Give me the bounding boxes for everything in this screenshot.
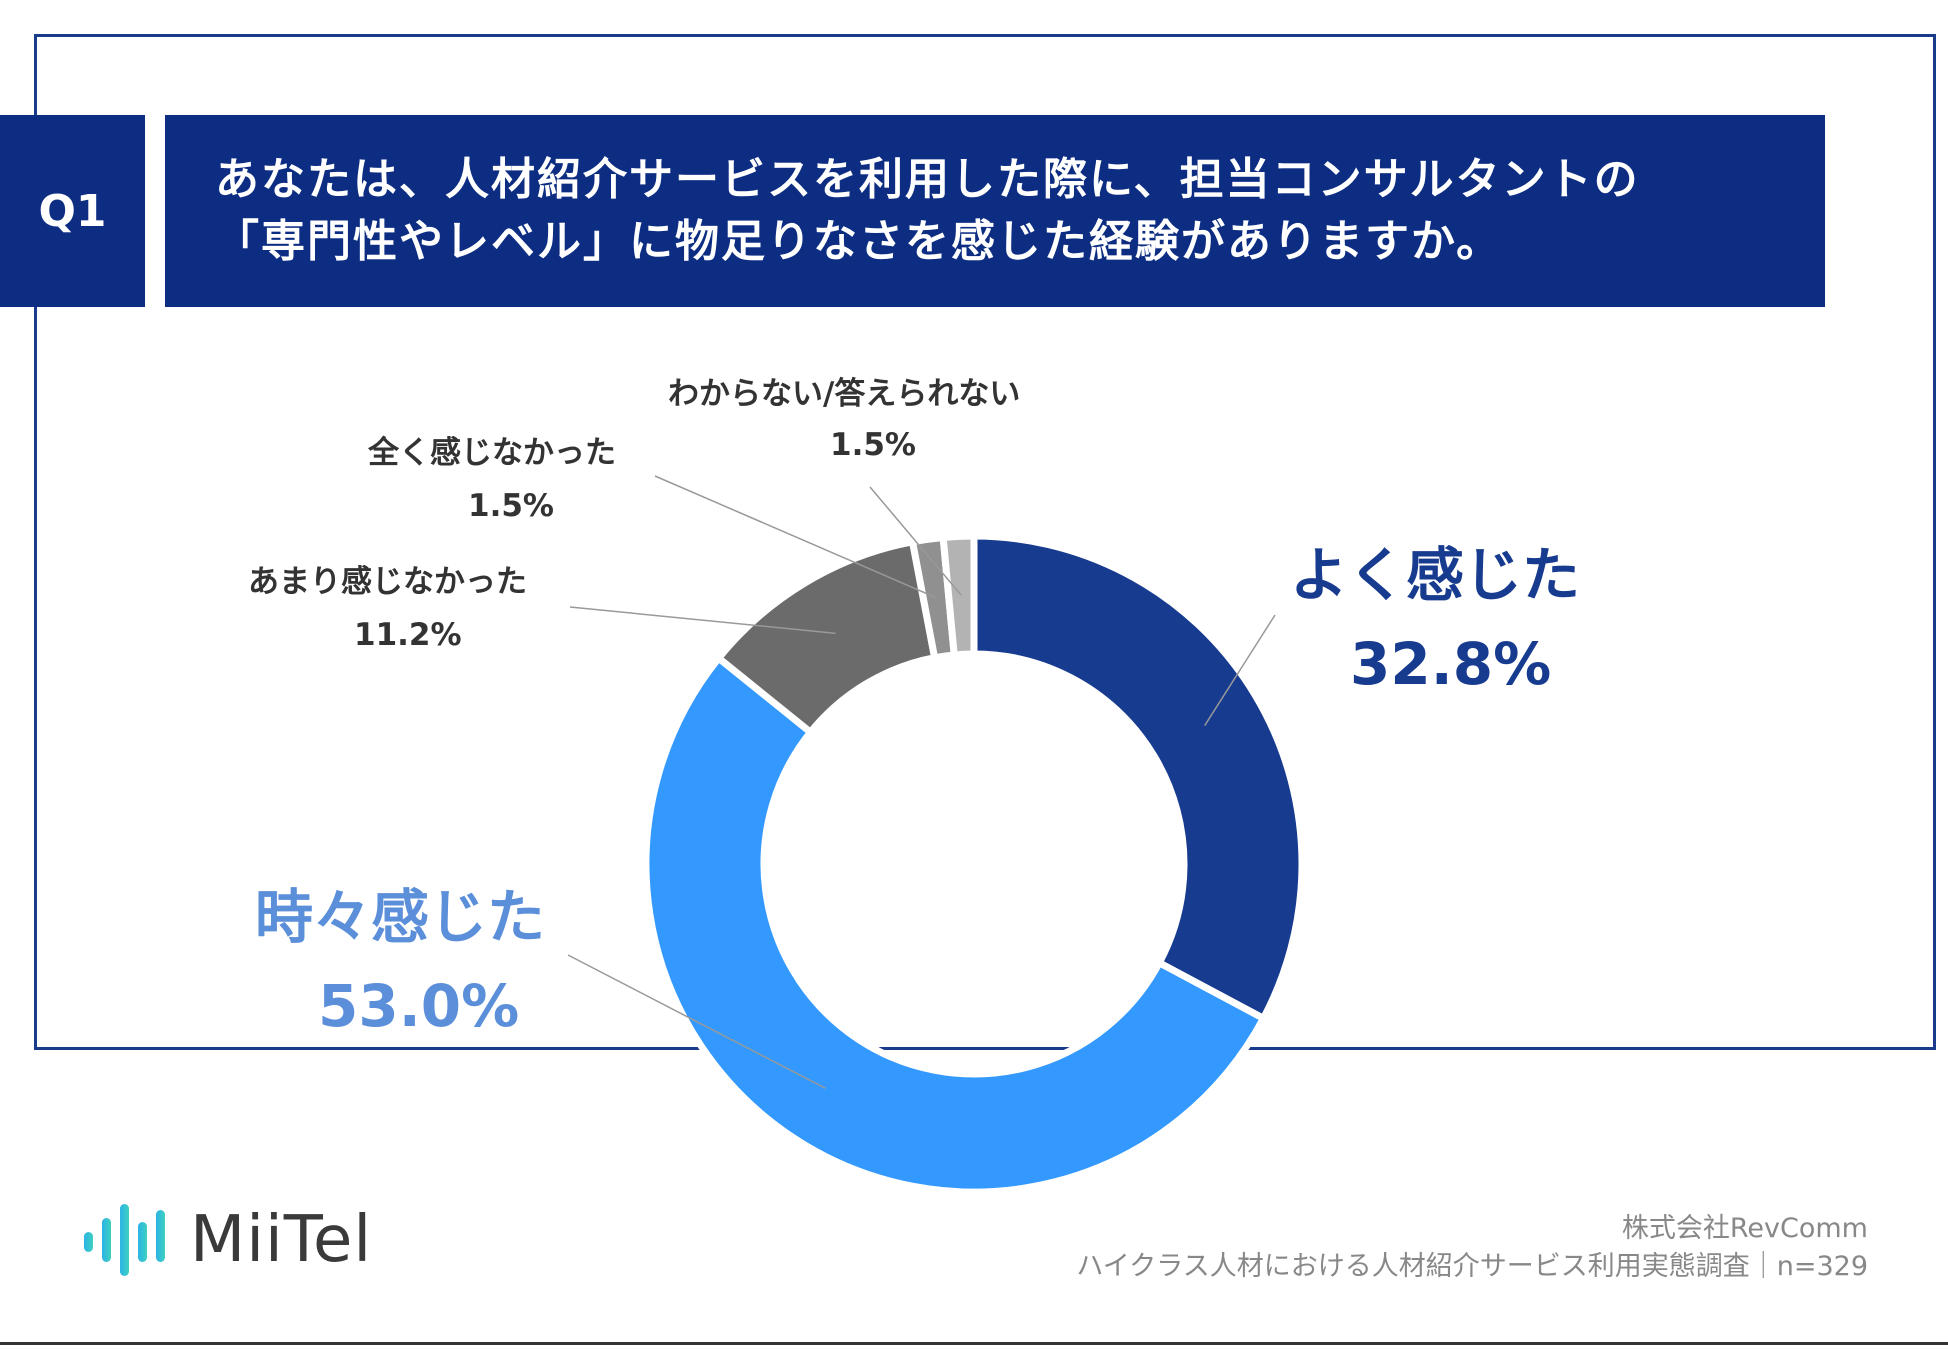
value-wakaranai: 1.5% (830, 427, 916, 463)
source-survey: ハイクラス人材における人材紹介サービス利用実態調査｜n=329 (1076, 1251, 1868, 1282)
question-title: あなたは、人材紹介サービスを利用した際に、担当コンサルタントの 「専門性やレベル… (165, 115, 1825, 307)
question-line-1: あなたは、人材紹介サービスを利用した際に、担当コンサルタントの (215, 154, 1640, 205)
leader-wakaranai (869, 486, 962, 596)
leader-mattaku-kanjinakatta (654, 475, 937, 599)
question-number: Q1 (0, 115, 145, 307)
leader-yoku-kanjita (1204, 614, 1276, 727)
slice-wakaranai (939, 532, 978, 659)
value-amari-kanjinakatta: 11.2% (354, 617, 462, 653)
slice-tokidoki-kanjita (642, 653, 1269, 1196)
logo-text: MiiTel (190, 1203, 373, 1277)
leader-tokidoki-kanjita (567, 954, 826, 1090)
source-company: 株式会社RevComm (1621, 1213, 1868, 1244)
label-amari-kanjinakatta: あまり感じなかった (248, 564, 527, 600)
miitel-logo: MiiTel (82, 1200, 372, 1280)
label-tokidoki-kanjita: 時々感じた (255, 883, 546, 951)
value-mattaku-kanjinakatta: 1.5% (468, 488, 554, 524)
chart-frame (34, 34, 1936, 1050)
value-tokidoki-kanjita: 53.0% (318, 972, 520, 1040)
label-mattaku-kanjinakatta: 全く感じなかった (368, 435, 616, 471)
value-yoku-kanjita: 32.8% (1350, 630, 1552, 698)
label-wakaranai: わからない/答えられない (668, 376, 1021, 412)
waveform-icon (84, 1204, 165, 1276)
label-yoku-kanjita: よく感じた (1290, 541, 1581, 609)
slice-yoku-kanjita (970, 532, 1306, 1024)
question-line-2: 「専門性やレベル」に物足りなさを感じた経験がありますか。 (215, 216, 1503, 267)
bottom-divider (0, 1342, 1948, 1345)
leader-amari-kanjinakatta (569, 606, 836, 635)
source-note: 株式会社RevComm ハイクラス人材における人材紹介サービス利用実態調査｜n=… (1076, 1210, 1868, 1286)
